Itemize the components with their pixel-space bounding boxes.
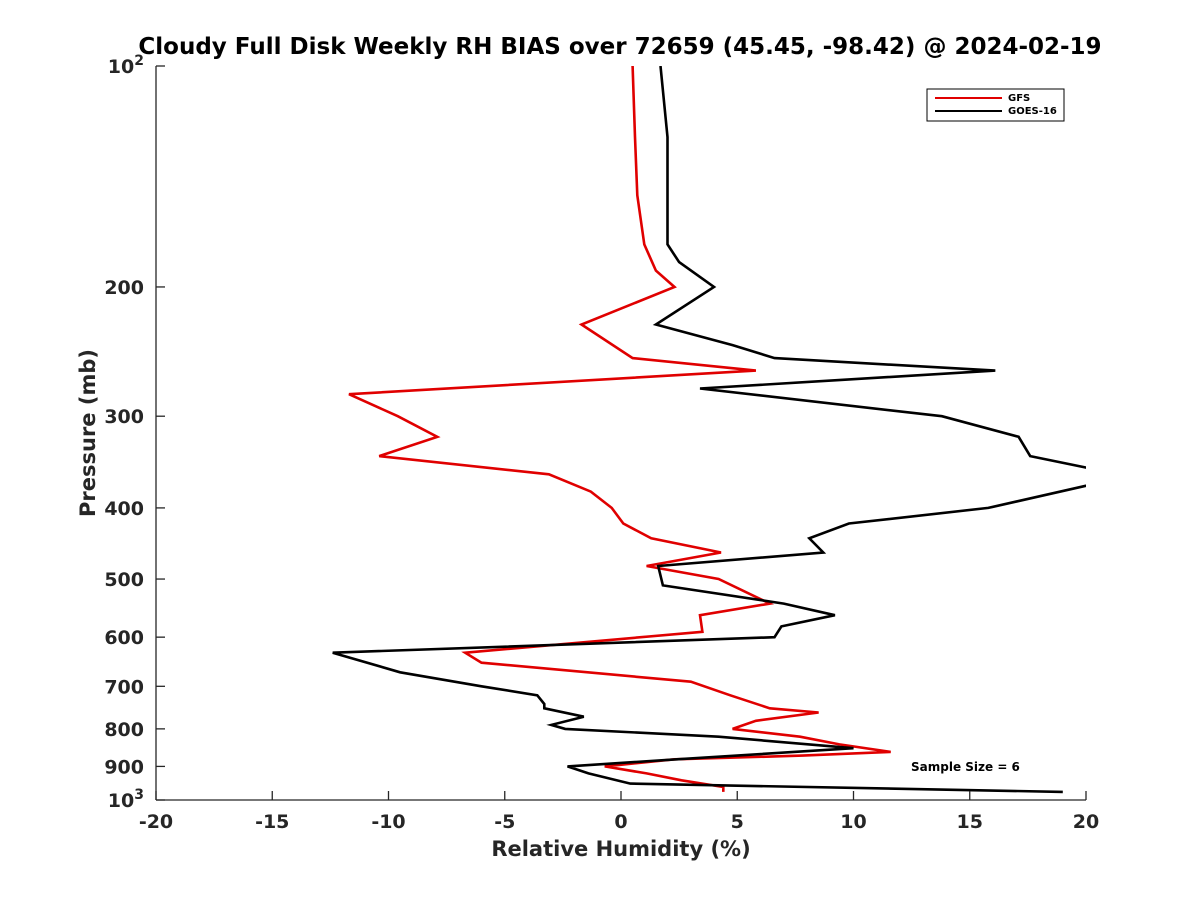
- x-tick-label: 0: [614, 811, 627, 833]
- y-tick-label: 200: [104, 277, 144, 299]
- y-tick-label: 103: [108, 787, 144, 812]
- y-tick-label: 600: [104, 627, 144, 649]
- x-axis-ticks: -20 -15 -10 -5 0 5 10 15 20: [139, 791, 1099, 833]
- series-layer: [332, 66, 1086, 794]
- series-line-gfs: [348, 66, 891, 792]
- y-tick-label: 700: [104, 676, 144, 698]
- y-tick-label: 102: [108, 53, 144, 78]
- x-tick-label: 5: [731, 811, 744, 833]
- plot-area: [156, 66, 1086, 800]
- legend: GFS GOES-16: [926, 88, 1065, 122]
- x-tick-label: -15: [255, 811, 289, 833]
- sample-size-annotation: Sample Size = 6: [911, 760, 1020, 774]
- y-tick-label: 500: [104, 569, 144, 591]
- y-tick-label: 800: [104, 719, 144, 741]
- legend-label-gfs: GFS: [1008, 93, 1030, 104]
- x-tick-label: -5: [494, 811, 515, 833]
- x-axis-label: Relative Humidity (%): [491, 837, 750, 861]
- x-tick-label: 15: [957, 811, 983, 833]
- y-axis-ticks: 102 200 300 400 500 600 700 800 900 103: [104, 53, 165, 812]
- y-axis-label: Pressure (mb): [76, 349, 100, 517]
- y-tick-label: 300: [104, 406, 144, 428]
- x-tick-label: 10: [840, 811, 866, 833]
- y-tick-label: 900: [104, 756, 144, 778]
- y-tick-label: 400: [104, 498, 144, 520]
- legend-label-goes16: GOES-16: [1008, 106, 1057, 117]
- series-line-goes-16: [332, 66, 1086, 794]
- x-tick-label: -20: [139, 811, 173, 833]
- chart-title: Cloudy Full Disk Weekly RH BIAS over 726…: [138, 34, 1101, 60]
- x-tick-label: -10: [371, 811, 405, 833]
- legend-box: [926, 88, 1065, 122]
- x-tick-label: 20: [1073, 811, 1099, 833]
